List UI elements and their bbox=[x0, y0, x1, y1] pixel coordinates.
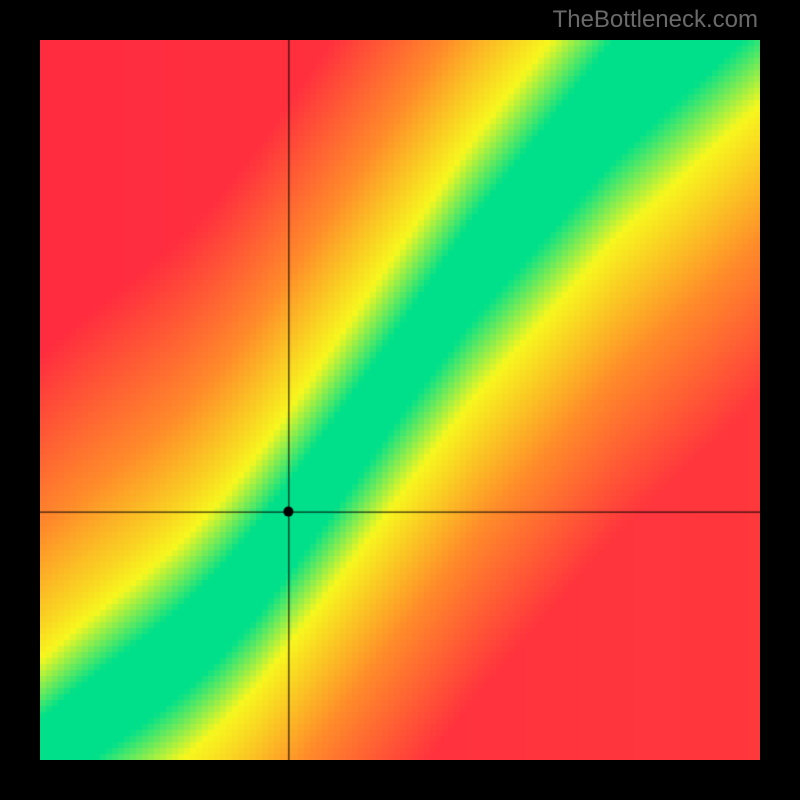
watermark-label: TheBottleneck.com bbox=[553, 6, 758, 34]
heatmap-plot bbox=[40, 40, 760, 760]
heatmap-canvas bbox=[40, 40, 760, 760]
